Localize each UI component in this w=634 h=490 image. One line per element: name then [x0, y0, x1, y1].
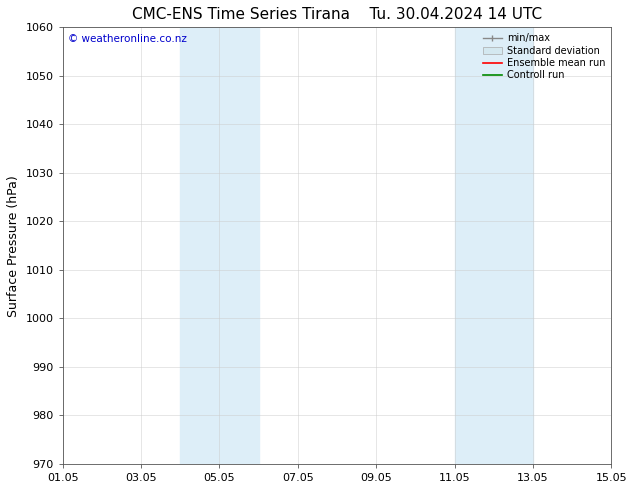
Bar	[455, 27, 533, 464]
Legend: min/max, Standard deviation, Ensemble mean run, Controll run: min/max, Standard deviation, Ensemble me…	[480, 30, 609, 83]
Text: © weatheronline.co.nz: © weatheronline.co.nz	[68, 34, 187, 44]
Bar	[180, 27, 259, 464]
Y-axis label: Surface Pressure (hPa): Surface Pressure (hPa)	[7, 175, 20, 317]
Title: CMC-ENS Time Series Tirana    Tu. 30.04.2024 14 UTC: CMC-ENS Time Series Tirana Tu. 30.04.202…	[132, 7, 542, 22]
